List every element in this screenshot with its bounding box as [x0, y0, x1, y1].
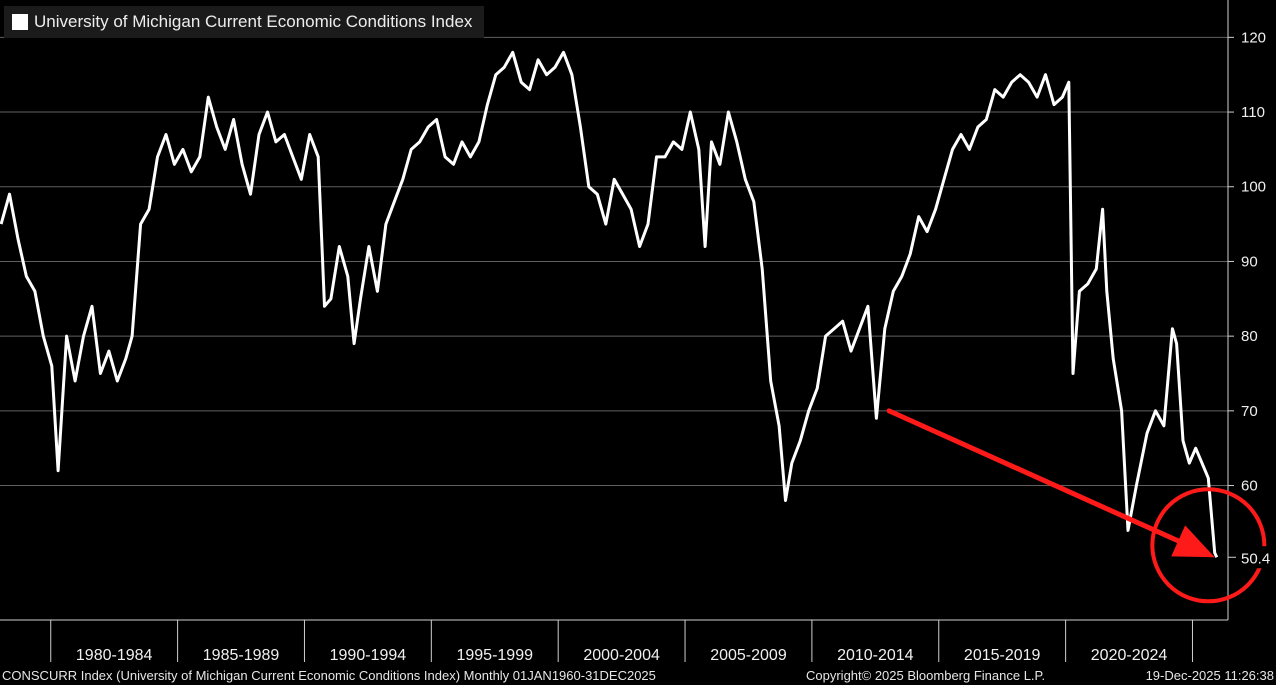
last-value-marker: 50.4	[1228, 546, 1276, 569]
last-value-box	[1237, 546, 1276, 569]
x-period-label: 1985-1989	[203, 647, 280, 664]
x-axis-period-labels: 1980-1984 1985-1989 1990-1994 1995-1999 2000…	[76, 647, 1167, 664]
x-period-label: 2000-2004	[583, 647, 660, 664]
x-period-label: 1980-1984	[76, 647, 153, 664]
chart-axes	[0, 0, 1229, 662]
x-period-label: 1995-1999	[456, 647, 533, 664]
footer-timestamp: 19-Dec-2025 11:26:38	[1145, 668, 1274, 683]
annotation-circle	[1150, 487, 1267, 604]
x-period-label: 2005-2009	[710, 647, 787, 664]
footer-copyright: Copyright© 2025 Bloomberg Finance L.P.	[806, 668, 1046, 683]
last-value-label: 50.4	[1241, 550, 1270, 567]
chart-annotations	[886, 408, 1267, 604]
legend-swatch	[12, 14, 28, 30]
y-axis-ticks: 120 110 100 90 80 70 60	[1241, 29, 1266, 494]
y-tick-label: 120	[1241, 29, 1266, 46]
legend-label: University of Michigan Current Economic …	[34, 12, 473, 31]
annotation-arrow-head	[1171, 525, 1215, 558]
y-tick-label: 90	[1241, 253, 1258, 270]
footer-ticker-text: CONSCURR Index (University of Michigan C…	[2, 668, 656, 683]
annotation-arrow-shaft	[886, 408, 1181, 544]
legend: University of Michigan Current Economic …	[4, 6, 485, 38]
x-period-label: 1990-1994	[330, 647, 407, 664]
series-line	[0, 50, 1219, 558]
y-tick-label: 100	[1241, 179, 1266, 196]
y-tick-label: 70	[1241, 403, 1258, 420]
footer: CONSCURR Index (University of Michigan C…	[0, 665, 1276, 685]
chart-gridlines	[0, 36, 1234, 487]
chart-series	[0, 50, 1219, 558]
chart: 120 110 100 90 80 70 60 1980-1984 1985-1989 1990…	[0, 0, 1276, 664]
y-tick-label: 60	[1241, 478, 1258, 495]
y-tick-label: 80	[1241, 328, 1258, 345]
x-period-label: 2020-2024	[1091, 647, 1168, 664]
x-period-label: 2010-2014	[837, 647, 914, 664]
y-tick-label: 110	[1241, 104, 1265, 121]
x-period-label: 2015-2019	[964, 647, 1041, 664]
